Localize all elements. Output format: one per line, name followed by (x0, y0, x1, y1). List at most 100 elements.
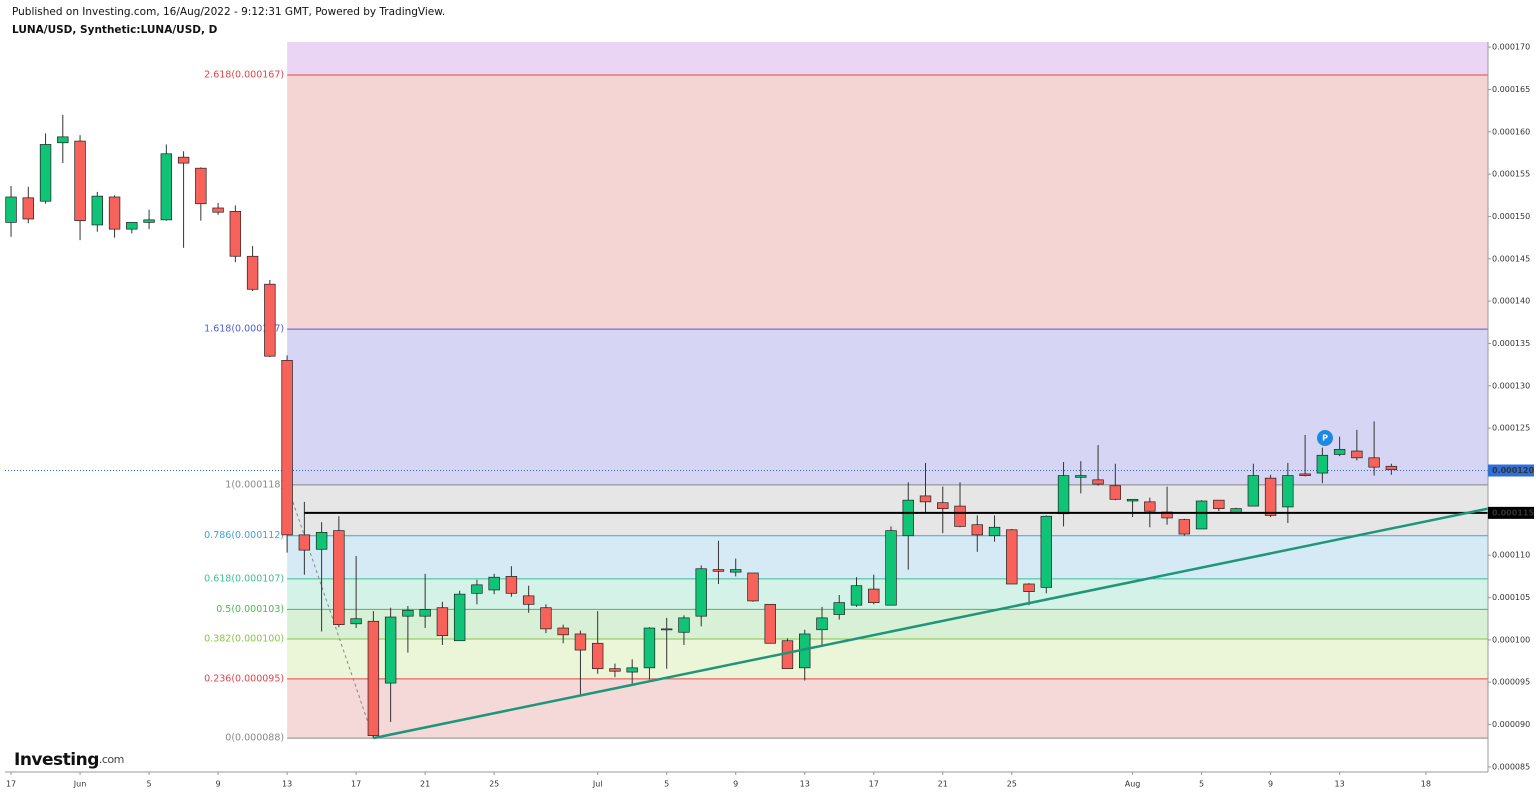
candle-body (609, 668, 621, 672)
candle-body (695, 568, 707, 617)
candle-body (678, 617, 690, 633)
y-tick-label: 0.000170 (1492, 43, 1530, 52)
candle-body (1040, 515, 1052, 588)
x-tick-label: 9 (733, 780, 738, 789)
candle-body (626, 667, 638, 673)
x-tick-label: Aug (1125, 780, 1141, 789)
x-tick-label: 13 (800, 780, 810, 789)
y-tick-label: 0.000150 (1492, 212, 1530, 221)
fib-band (287, 609, 1488, 640)
candle-body (730, 569, 742, 573)
candle-body (816, 617, 828, 631)
x-tick-label: 17 (6, 780, 16, 789)
candle-body (1368, 457, 1380, 468)
candle-body (436, 607, 449, 637)
candle-body (384, 616, 397, 684)
candle-body (367, 620, 380, 736)
candle-body (143, 219, 155, 223)
hline-tag-box (1488, 506, 1534, 519)
fib-band (287, 329, 1488, 485)
logo: Investing.com (14, 750, 124, 770)
y-tick-label: 0.000085 (1492, 762, 1530, 771)
candle-body (281, 360, 293, 536)
candle-body (1264, 477, 1277, 516)
fib-label: 1(0.000118) (225, 479, 284, 490)
candle-body (1299, 473, 1311, 476)
x-tick-label: 9 (216, 780, 221, 789)
candle-body (971, 524, 983, 536)
x-tick-label: 5 (1199, 780, 1204, 789)
candle-body (5, 196, 17, 223)
x-tick-label: 13 (282, 780, 292, 789)
candle-body (764, 603, 776, 644)
candle-body (505, 576, 518, 594)
y-tick-label: 0.000105 (1492, 593, 1530, 602)
badge-letter: P (1322, 434, 1328, 443)
candle-body (57, 136, 69, 144)
fib-label: 0(0.000088) (225, 733, 284, 744)
fib-band (287, 42, 1488, 76)
x-tick-label: 5 (664, 780, 669, 789)
x-tick-label: Jun (73, 780, 87, 789)
candle-body (1333, 448, 1346, 455)
published-note: Published on Investing.com, 16/Aug/2022 … (12, 6, 445, 18)
logo-suffix: .com (99, 753, 124, 766)
x-tick-label: 17 (869, 780, 879, 789)
y-tick-label: 0.000090 (1492, 720, 1530, 729)
y-tick-label: 0.000145 (1492, 254, 1530, 263)
candle-body (850, 585, 863, 606)
candle-body (419, 609, 431, 617)
fib-band (287, 678, 1488, 739)
hline-tag-text: 0.000115 (1492, 508, 1534, 517)
candle-body (937, 502, 949, 509)
candle-body (1178, 519, 1191, 535)
last-price-tag-box (1488, 464, 1534, 477)
x-tick-label: 5 (147, 780, 152, 789)
candle-body (574, 633, 587, 651)
x-tick-label: 25 (1007, 780, 1017, 789)
x-tick-label: 13 (1335, 780, 1345, 789)
candle-body (591, 642, 604, 670)
candle-body (1092, 479, 1104, 485)
candle-body (868, 588, 880, 603)
fib-band (287, 484, 1488, 536)
fib-label: 0.786(0.000112) (204, 530, 284, 541)
candle-body (453, 593, 466, 642)
candle-body (22, 197, 34, 220)
badge[interactable] (1317, 430, 1333, 446)
y-tick-label: 0.000095 (1492, 678, 1530, 687)
candle-body (954, 505, 966, 527)
candle-body (1006, 529, 1018, 585)
chart-title: LUNA/USD, Synthetic:LUNA/USD, D (12, 24, 218, 36)
x-tick-label: 9 (1268, 780, 1273, 789)
candle-body (661, 628, 673, 631)
x-tick-label: 17 (351, 780, 361, 789)
candle-body (712, 569, 725, 572)
candle-body (919, 495, 932, 503)
fib-label: 0.382(0.000100) (204, 634, 284, 645)
candle-body (1057, 475, 1070, 515)
candle-body (1351, 450, 1363, 459)
fib-label: 0.618(0.000107) (204, 573, 284, 584)
fib-anchor (286, 484, 374, 739)
candle-body (246, 255, 259, 290)
candle-body (1316, 454, 1329, 474)
candle-body (160, 153, 173, 221)
candle-body (177, 156, 190, 164)
x-tick-label: Jul (592, 780, 603, 789)
x-tick-label: 21 (420, 780, 430, 789)
candle-body (1213, 499, 1225, 509)
candle-body (39, 144, 52, 202)
last-price-tag-text: 0.000120 (1492, 466, 1534, 475)
candle-body (108, 196, 121, 230)
y-tick-label: 0.000110 (1492, 551, 1530, 560)
candle-body (91, 195, 104, 226)
candle-body (1385, 465, 1398, 471)
candle-body (1247, 475, 1260, 507)
y-tick-label: 0.000130 (1492, 381, 1530, 390)
candle-body (1075, 475, 1087, 478)
plot-area: 2.618(0.000167) 1.618(0.000137) 1(0.000118… (5, 42, 1489, 744)
candle-body (643, 627, 656, 669)
candle-body (988, 526, 1001, 537)
candle-body (264, 283, 276, 357)
